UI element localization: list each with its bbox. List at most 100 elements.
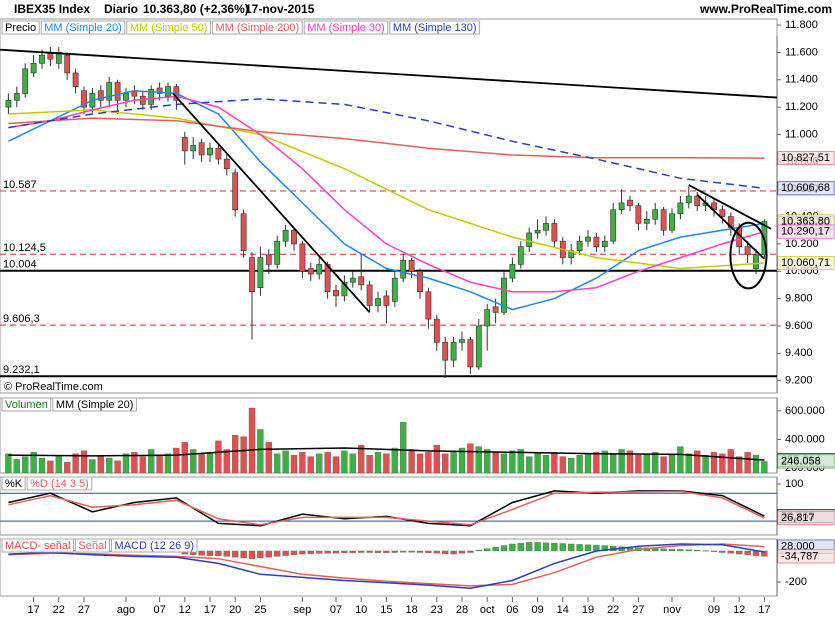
series-line (8, 89, 765, 311)
candle-body (677, 202, 684, 215)
legend-box (1, 20, 40, 35)
candle-body (719, 209, 726, 217)
bar (206, 550, 214, 556)
candle-body (627, 199, 633, 206)
candle-body (509, 264, 516, 279)
bar (694, 550, 701, 552)
bar (568, 457, 575, 474)
x-tick-label: 28 (456, 604, 468, 616)
bar (97, 456, 104, 474)
candle-body (694, 195, 701, 206)
trendline (696, 194, 766, 260)
bar (761, 550, 768, 557)
bar (374, 550, 382, 553)
bar (265, 550, 272, 558)
bar (332, 550, 340, 554)
bar (383, 550, 390, 553)
legend-label: Precio (5, 22, 36, 34)
candle-body (22, 68, 29, 94)
candle-body (349, 277, 356, 283)
legend-label: MM (Simple 130) (393, 22, 477, 34)
candle-body (223, 158, 230, 169)
bar (761, 461, 768, 474)
bar (668, 548, 676, 552)
bar (677, 446, 684, 474)
x-tick-label: 18 (405, 604, 417, 616)
candle-body (526, 232, 533, 247)
bar (139, 456, 146, 474)
level-label: 10.587 (3, 179, 37, 191)
price-label-bg (778, 549, 834, 563)
candle-body (333, 290, 339, 297)
price-label-bg (778, 511, 834, 525)
bar (366, 550, 373, 553)
bar (240, 436, 247, 474)
bar (551, 543, 558, 552)
bar (685, 453, 692, 474)
candle-body (442, 342, 449, 361)
bar (38, 457, 46, 474)
bar (122, 453, 130, 474)
panel: 600.000400.000200.000255.014246.058Volum… (0, 397, 835, 474)
bar (383, 453, 390, 474)
legend-label: Volumen (5, 399, 48, 411)
candle-body (299, 243, 306, 272)
legend-box (26, 476, 93, 491)
bar (484, 449, 491, 474)
bar (568, 543, 575, 552)
y-tick-label: 11.200 (785, 101, 818, 113)
bar (685, 549, 692, 552)
x-tick-label: 22 (607, 604, 619, 616)
bar (299, 452, 306, 474)
bar (542, 454, 550, 474)
y-tick-label: 9.200 (785, 375, 813, 387)
x-tick-label: 20 (229, 604, 241, 616)
x-tick-label: 09 (708, 604, 720, 616)
bar (223, 550, 230, 557)
annotation-ellipse (729, 221, 768, 290)
price-label: 10.363,80 (781, 215, 830, 227)
bar (736, 550, 743, 555)
bar (727, 449, 734, 474)
candle-body (618, 202, 625, 211)
x-tick-label: 12 (733, 604, 745, 616)
bar (349, 453, 356, 474)
candle-body (593, 236, 600, 247)
bar (366, 454, 373, 474)
candle-body (484, 309, 491, 327)
y-tick-label: 400.000 (785, 433, 825, 445)
y-tick-label: 9.400 (785, 347, 813, 359)
candle-body (358, 276, 365, 286)
candle-body (517, 246, 524, 265)
candle-body (207, 147, 213, 156)
bar (710, 550, 718, 552)
bar (358, 444, 365, 474)
bar (710, 452, 718, 474)
series-line (8, 447, 765, 461)
price-label: 10.060,71 (781, 257, 830, 269)
bar (408, 449, 415, 474)
x-tick-label: 07 (153, 604, 165, 616)
legend-label: %K (5, 478, 23, 490)
level-label: 9.606,3 (3, 313, 40, 325)
legend-box (74, 538, 111, 553)
level-label: 10.124,5 (3, 242, 46, 254)
candle-body (400, 260, 407, 279)
candle-body (165, 86, 171, 97)
x-tick-label: 22 (53, 604, 65, 616)
bar (400, 550, 407, 553)
trendline (0, 48, 778, 99)
legend-label: Señal (78, 540, 106, 552)
bar (164, 453, 172, 474)
series-line (8, 95, 765, 293)
bar (425, 452, 432, 474)
candle-body (240, 213, 247, 252)
candle-body (433, 318, 440, 343)
price-label-bg (778, 181, 834, 195)
price-label: 10.827,51 (781, 152, 830, 164)
bar (534, 542, 541, 552)
bar (257, 550, 264, 559)
bar (576, 544, 583, 552)
bar (148, 449, 155, 474)
